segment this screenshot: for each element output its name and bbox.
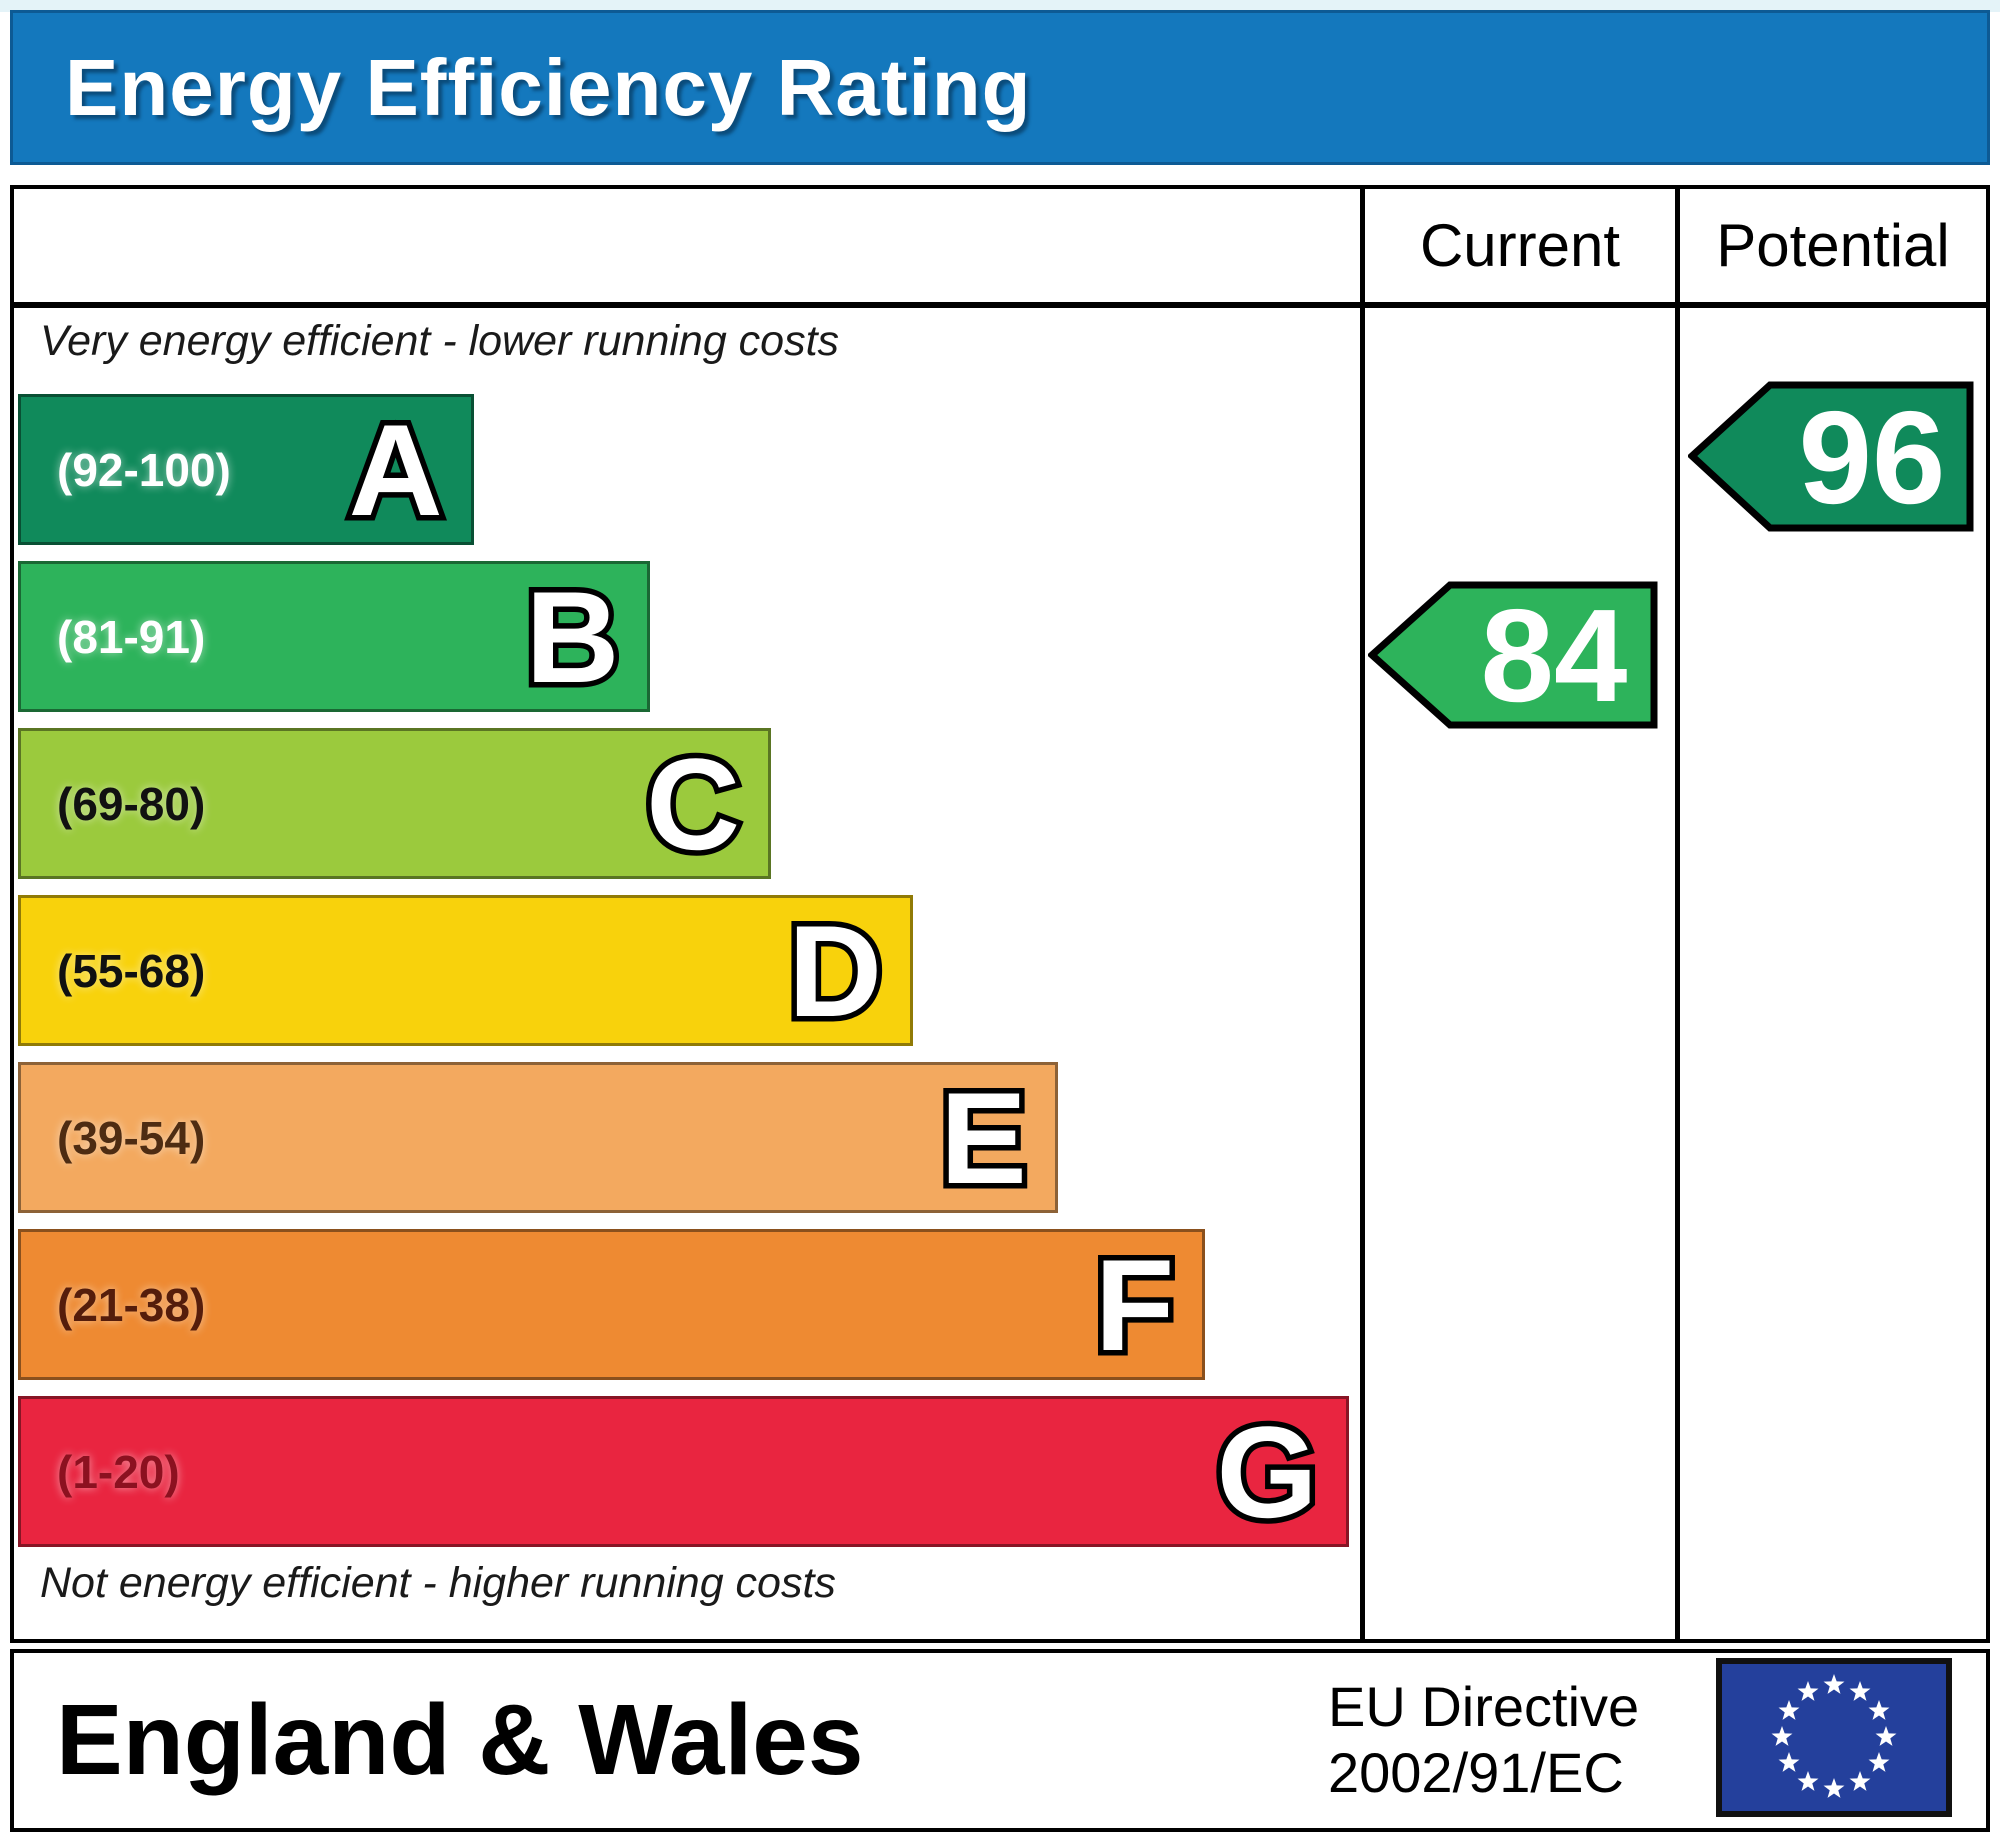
rating-table: Current Potential Very energy efficient … — [10, 185, 1990, 1643]
band-range-label: (69-80) — [57, 777, 206, 830]
eu-directive-line1: EU Directive — [1328, 1675, 1640, 1738]
column-header-potential: Potential — [1716, 212, 1950, 279]
current-arrow-shape — [1368, 581, 1658, 729]
title-bar: Energy Efficiency Rating — [10, 10, 1990, 165]
page-title: Energy Efficiency Rating — [65, 42, 1032, 132]
efficiency-note-bottom: Not energy efficient - higher running co… — [40, 1559, 836, 1607]
band-range-label: (92-100) — [57, 443, 231, 496]
current-rating-arrow: 84 — [1368, 581, 1658, 729]
column-header-current: Current — [1419, 212, 1621, 279]
current-column-divider — [1360, 189, 1365, 1639]
band-range-label: (55-68) — [57, 944, 206, 997]
eu-directive-line2: 2002/91/EC — [1328, 1741, 1624, 1804]
band-range-label: (81-91) — [57, 610, 206, 663]
eu-flag-icon — [1716, 1658, 1952, 1817]
potential-rating-value: 96 — [1799, 384, 1946, 531]
efficiency-note-top: Very energy efficient - lower running co… — [40, 317, 840, 365]
band-range-label: (21-38) — [57, 1278, 206, 1331]
header-divider-line — [14, 302, 1986, 308]
potential-rating-arrow: 96 — [1688, 381, 1974, 532]
band-range-label: (39-54) — [57, 1111, 206, 1164]
region-label: England & Wales — [56, 1684, 864, 1796]
potential-column-divider — [1675, 189, 1680, 1639]
eu-directive-text: EU Directive 2002/91/EC — [1328, 1674, 1708, 1806]
footer: England & Wales EU Directive 2002/91/EC — [10, 1649, 1990, 1832]
potential-arrow-shape — [1688, 381, 1974, 532]
band-range-label: (1-20) — [57, 1445, 180, 1498]
page-top-strip — [0, 0, 2000, 12]
current-rating-value: 84 — [1481, 582, 1628, 729]
